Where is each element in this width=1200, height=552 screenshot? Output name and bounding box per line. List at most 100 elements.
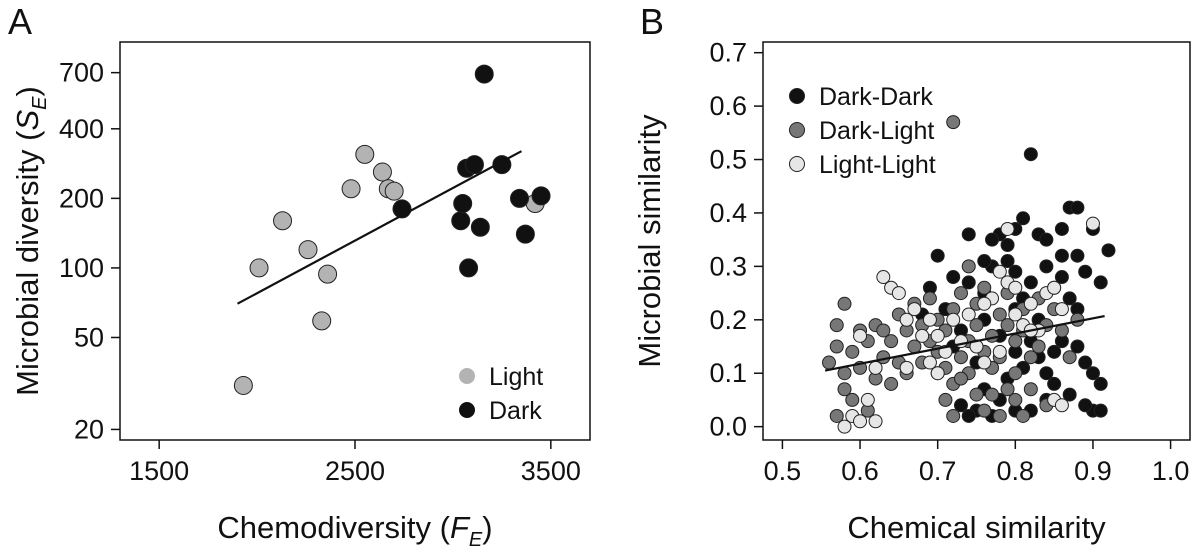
data-point-dark <box>474 64 494 84</box>
data-point-dark-light <box>1008 392 1023 407</box>
data-point-dark-dark <box>961 408 976 423</box>
data-point-light <box>355 144 375 164</box>
data-point-dark-dark <box>1000 238 1015 253</box>
data-point-light-light <box>1085 216 1100 231</box>
data-point-dark-dark <box>1047 376 1062 391</box>
data-point-dark-dark <box>930 248 945 263</box>
regression-line <box>824 314 1105 372</box>
data-point-dark-light <box>1008 366 1023 381</box>
data-point-dark-dark <box>961 275 976 290</box>
data-point-light-light <box>1047 280 1062 295</box>
y-tick-label: 0.7 <box>709 38 747 68</box>
y-tick-label: 200 <box>59 183 104 213</box>
panel-b: B 0.5 0.6 0.7 0.8 0.9 1.0 0.0 0.1 0.2 0.3 0.4 0.5 0.… <box>632 1 1191 545</box>
data-point-dark-light <box>1000 382 1015 397</box>
y-tick-label: 0.5 <box>709 145 747 175</box>
data-point-light-light <box>868 360 883 375</box>
data-point-light-light <box>922 355 937 370</box>
legend-label-dark: Dark <box>489 397 542 425</box>
data-point-dark-light <box>946 115 961 130</box>
legend-label-light-light: Light-Light <box>819 151 936 179</box>
data-point-dark-light <box>946 408 961 423</box>
panel-a-legend: Light Dark <box>459 363 543 425</box>
data-point-dark-light <box>961 259 976 274</box>
data-point-dark-light <box>845 392 860 407</box>
y-tick-label: 0.2 <box>709 305 747 335</box>
y-tick-label: 0.4 <box>709 198 747 228</box>
data-point-dark-light <box>969 318 984 333</box>
data-point-dark-dark <box>1054 221 1069 236</box>
data-point-light-light <box>946 312 961 327</box>
data-point-dark-light <box>837 382 852 397</box>
data-point-light-light <box>1023 296 1038 311</box>
data-point-dark <box>470 217 490 237</box>
data-point-dark-dark <box>961 227 976 242</box>
data-point-dark-light <box>845 344 860 359</box>
data-point-dark-dark <box>1078 355 1093 370</box>
x-tick-label: 2500 <box>325 456 385 486</box>
data-point-dark-dark <box>985 232 1000 247</box>
data-point-dark-light <box>977 403 992 418</box>
data-point-light-light <box>1008 280 1023 295</box>
data-point-light-light <box>992 344 1007 359</box>
panel-b-plot-frame <box>762 41 1191 441</box>
x-tick-label: 0.5 <box>764 456 802 486</box>
data-point-light-light <box>891 286 906 301</box>
data-point-dark-dark <box>953 398 968 413</box>
legend-label-dark-dark: Dark-Dark <box>819 83 933 111</box>
data-point-dark-light <box>938 392 953 407</box>
data-point-light-light <box>868 414 883 429</box>
panel-a: A 1500 2500 3500 20 50 100 200 400 700 Light Dark… <box>8 1 591 551</box>
data-point-dark-light <box>985 328 1000 343</box>
data-point-dark-dark <box>1085 366 1100 381</box>
data-point-light-light <box>922 312 937 327</box>
y-tick-label: 400 <box>59 114 104 144</box>
data-point-dark-dark <box>1078 264 1093 279</box>
y-tick-label: 0.1 <box>709 358 747 388</box>
panel-letter-b: B <box>640 1 664 42</box>
data-point-dark-light <box>829 339 844 354</box>
data-point-light-light <box>915 328 930 343</box>
data-point-dark-dark <box>1062 387 1077 402</box>
x-tick-label: 3500 <box>521 456 581 486</box>
data-point-dark-dark <box>1070 248 1085 263</box>
data-point-dark-dark <box>1078 398 1093 413</box>
panel-b-legend: Dark-Dark Dark-Light Light-Light <box>789 83 936 179</box>
data-point-dark-light <box>1031 339 1046 354</box>
panel-letter-a: A <box>8 1 32 42</box>
data-point-light <box>298 240 318 260</box>
data-point-light-light <box>899 360 914 375</box>
y-tick-label: 50 <box>74 322 104 352</box>
data-point-dark-light <box>969 387 984 402</box>
data-point-light-light <box>961 307 976 322</box>
data-point-dark <box>453 194 473 214</box>
data-point-dark-dark <box>1093 376 1108 391</box>
data-point-light <box>233 375 253 395</box>
y-axis-title-text: Microbial similarity <box>632 114 667 368</box>
x-tick-label: 0.6 <box>841 456 879 486</box>
data-point-dark <box>451 211 471 231</box>
data-point-dark-dark <box>946 270 961 285</box>
data-point-dark-light <box>1000 318 1015 333</box>
data-point-light-light <box>992 264 1007 279</box>
data-point-dark-light <box>953 371 968 386</box>
data-point-light-light <box>899 312 914 327</box>
data-point-light-light <box>977 355 992 370</box>
data-point-dark <box>510 188 529 208</box>
data-point-light-light <box>853 328 868 343</box>
data-point-light <box>372 162 392 182</box>
data-point-dark-light <box>829 408 844 423</box>
data-point-dark-light <box>821 355 836 370</box>
data-point-dark-light <box>992 408 1007 423</box>
y-tick-label: 100 <box>59 253 104 283</box>
data-point-dark-light <box>953 350 968 365</box>
data-point-dark-dark <box>1054 248 1069 263</box>
data-point-dark-dark <box>1070 200 1085 215</box>
data-point-dark-light <box>1023 350 1038 365</box>
data-point-light <box>249 258 269 278</box>
legend-marker-light-light <box>789 156 805 172</box>
y-tick-label: 20 <box>74 414 104 444</box>
data-point-light-light <box>1054 302 1069 317</box>
data-point-dark-light <box>1062 350 1077 365</box>
